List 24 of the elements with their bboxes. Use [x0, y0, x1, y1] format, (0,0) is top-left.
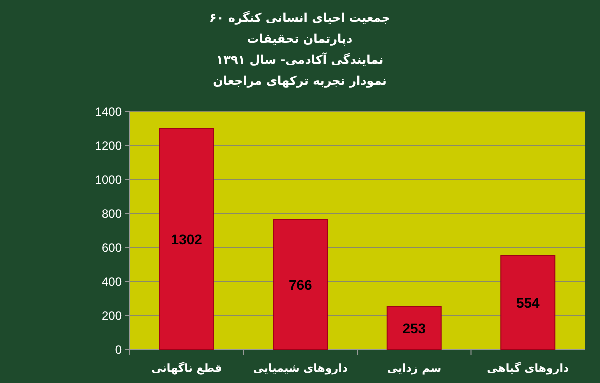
- data-label: 1302: [171, 231, 203, 248]
- bar: [386, 306, 442, 350]
- bar: [159, 128, 214, 350]
- y-tick-label: 0: [115, 343, 122, 357]
- y-tick-label: 400: [102, 275, 122, 289]
- text: نمایندگی آکادمی- سال ۱۳۹۱: [216, 52, 384, 67]
- x-tick-label: داروهای گیاهی: [487, 362, 570, 375]
- y-tick-label: 1000: [95, 173, 122, 187]
- y-tick-label: 600: [102, 241, 122, 255]
- y-tick-label: 200: [102, 309, 122, 323]
- bar: [500, 255, 556, 350]
- x-tick-label: قطع ناگهانی: [152, 362, 222, 375]
- chart-title: جمعیت احیای انسانی کنگره ۶۰: [210, 11, 390, 25]
- chart-subtitle: نمودار تجربه ترکهای مراجعان: [213, 74, 387, 88]
- text: دپارتمان تحقیقات: [247, 32, 353, 46]
- data-label: 253: [402, 320, 426, 336]
- x-tick-label: داروهای شیمیایی: [253, 362, 348, 375]
- bar: [273, 219, 328, 350]
- data-label: 766: [288, 276, 313, 293]
- y-tick-label: 1200: [95, 139, 122, 153]
- x-tick-label: سم زدایی: [387, 362, 442, 375]
- data-label: 554: [516, 294, 540, 311]
- y-tick-label: 1400: [95, 105, 122, 119]
- y-tick-label: 800: [102, 207, 122, 221]
